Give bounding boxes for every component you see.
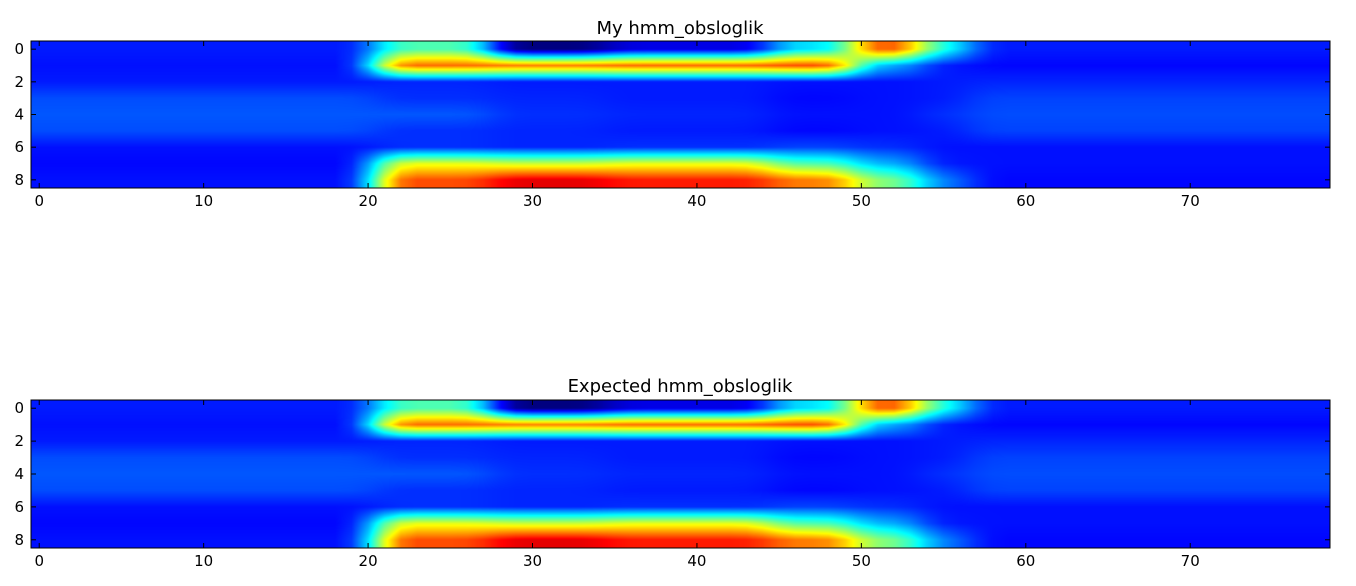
x-tick-label: 0 [34, 552, 44, 570]
x-tick-label: 70 [1181, 552, 1200, 570]
x-axis: 0 10 20 30 40 50 60 70 [34, 400, 1200, 570]
y-tick-label: 4 [14, 106, 24, 124]
x-tick-label: 50 [852, 552, 871, 570]
heatmap-image-area [31, 400, 1330, 548]
x-tick-label: 70 [1181, 192, 1200, 210]
y-tick-label: 8 [14, 531, 24, 549]
chart-title: Expected hmm_obsloglik [568, 376, 793, 397]
x-tick-label: 30 [523, 192, 542, 210]
x-tick-label: 60 [1016, 552, 1035, 570]
heatmap-panel-expected: Expected hmm_obsloglik 0 10 20 30 40 50 60 70 0… [14, 376, 1331, 570]
y-tick-label: 0 [14, 399, 24, 417]
x-tick-label: 50 [852, 192, 871, 210]
x-tick-label: 20 [359, 552, 378, 570]
y-tick-label: 8 [14, 171, 24, 189]
x-tick-label: 10 [194, 552, 213, 570]
heatmap-image-area [31, 41, 1330, 188]
y-tick-label: 4 [14, 465, 24, 483]
y-axis: 0 2 4 6 8 [14, 399, 1330, 549]
y-tick-label: 6 [14, 498, 24, 516]
x-axis: 0 10 20 30 40 50 60 70 [34, 41, 1200, 210]
x-tick-label: 40 [687, 192, 706, 210]
x-tick-label: 20 [359, 192, 378, 210]
y-tick-label: 2 [14, 432, 24, 450]
y-tick-label: 0 [14, 40, 24, 58]
y-tick-label: 2 [14, 73, 24, 91]
x-tick-label: 30 [523, 552, 542, 570]
heatmap-canvas [31, 400, 1330, 548]
x-tick-label: 0 [34, 192, 44, 210]
heatmap-canvas [31, 41, 1330, 188]
chart-title: My hmm_obsloglik [596, 18, 764, 39]
x-tick-label: 60 [1016, 192, 1035, 210]
x-tick-label: 40 [687, 552, 706, 570]
y-axis: 0 2 4 6 8 [14, 40, 1330, 189]
x-tick-label: 10 [194, 192, 213, 210]
y-tick-label: 6 [14, 138, 24, 156]
heatmap-panel-my: My hmm_obsloglik 0 10 20 30 40 50 60 70 0 2 4 6 8 [14, 18, 1331, 210]
